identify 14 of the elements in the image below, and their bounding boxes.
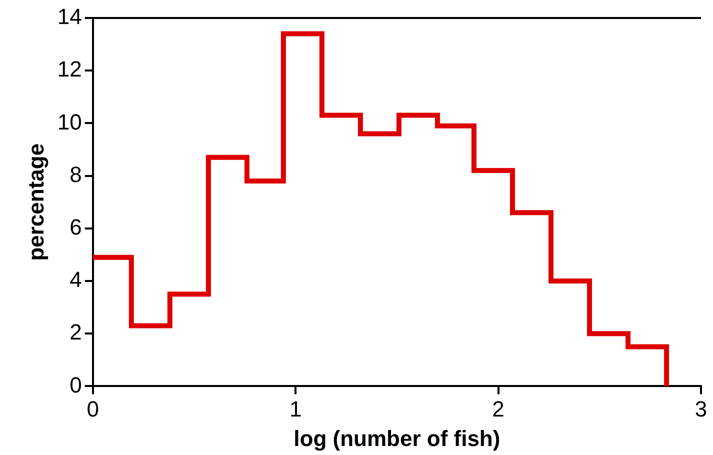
y-tick-label: 12 <box>57 56 82 82</box>
x-tick-label: 2 <box>492 396 504 422</box>
x-tick-label: 1 <box>289 396 302 422</box>
y-tick-label: 2 <box>70 320 82 345</box>
x-tick-label: 0 <box>86 396 99 422</box>
x-tick-label: 3 <box>694 396 708 422</box>
y-tick-label: 14 <box>57 4 82 30</box>
y-tick-label: 4 <box>70 267 82 292</box>
y-tick-label: 10 <box>57 109 82 134</box>
y-axis-title: percentage <box>23 143 48 261</box>
y-tick-label: 8 <box>70 162 82 187</box>
y-tick-label: 6 <box>70 214 82 240</box>
x-axis-title: log (number of fish) <box>294 426 500 451</box>
y-tick-label: 0 <box>70 372 82 398</box>
